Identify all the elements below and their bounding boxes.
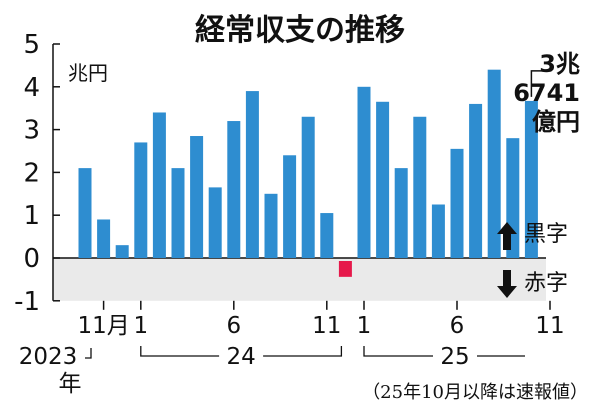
preliminary-note: （25年10月以降は速報値） [362, 382, 588, 403]
x-tick-label: 1 [357, 313, 372, 339]
plot-area: 5 4 3 2 1 0 -1 [14, 30, 546, 317]
bar-2024-10 [301, 116, 315, 258]
bar-2024-06 [227, 121, 241, 258]
callout-leader-line [530, 70, 552, 97]
x-tick-label: 1 [133, 313, 148, 339]
legend-deficit: 赤字 [524, 271, 568, 296]
x-tick-label: 11 [535, 313, 564, 339]
y-tick-label: 5 [23, 30, 40, 60]
unit-label: 兆円 [68, 61, 108, 85]
surplus-arrow-icon [497, 222, 517, 250]
y-tick-label: 1 [23, 201, 40, 231]
bar-2025-03 [394, 168, 408, 258]
bar-2024-09 [283, 155, 297, 258]
year-label-gap [433, 352, 477, 360]
bar-2025-02 [376, 101, 390, 258]
x-tick-label: 6 [450, 313, 465, 339]
bar-2025-05 [431, 204, 445, 258]
bar-2024-02 [152, 112, 166, 258]
bar-2024-11 [320, 213, 334, 258]
callout-line-2: 億円 [532, 108, 580, 136]
year-label-2024: 24 [226, 344, 255, 370]
bar-2025-10 [524, 100, 538, 258]
x-tick-label: 6 [226, 313, 241, 339]
bar-2023-12 [115, 245, 129, 258]
chart-title: 経常収支の推移 [195, 13, 405, 48]
bar-2025-07 [469, 103, 483, 258]
callout-line-0: 3兆 [539, 50, 580, 78]
x-tick-label: 11 [312, 313, 341, 339]
bar-2023-10 [78, 168, 92, 258]
y-tick-label: 2 [23, 158, 40, 188]
year-suffix: 年 [59, 371, 82, 397]
deficit-zone [53, 258, 546, 301]
deficit-arrow-icon [497, 270, 517, 298]
y-tick-label: 3 [23, 116, 40, 146]
bar-2024-04 [190, 136, 204, 258]
y-tick-label: 4 [23, 73, 40, 103]
year-label-2025: 25 [440, 344, 469, 370]
bar-2024-08 [264, 193, 278, 258]
bar-2025-01 [357, 86, 371, 258]
bar-2024-03 [171, 168, 185, 258]
callout-line-1: 6741 [513, 79, 580, 107]
bar-2025-06 [450, 148, 464, 258]
y-tick-label: 0 [23, 244, 40, 274]
bar-2025-08 [487, 69, 501, 259]
year-bracket-2023 [85, 348, 92, 359]
bar-2024-05 [208, 187, 222, 258]
year-label-2023: 2023 [19, 344, 78, 370]
bar-2024-07 [245, 91, 259, 258]
legend-surplus: 黒字 [524, 222, 568, 247]
bar-2024-01 [134, 142, 148, 258]
bar-2025-04 [413, 116, 427, 258]
x-tick-label: 11月 [77, 313, 129, 339]
year-label-gap [219, 352, 264, 360]
bar-2023-11 [97, 219, 111, 258]
y-tick-label: -1 [14, 287, 40, 317]
bar-2024-12 [338, 261, 352, 277]
